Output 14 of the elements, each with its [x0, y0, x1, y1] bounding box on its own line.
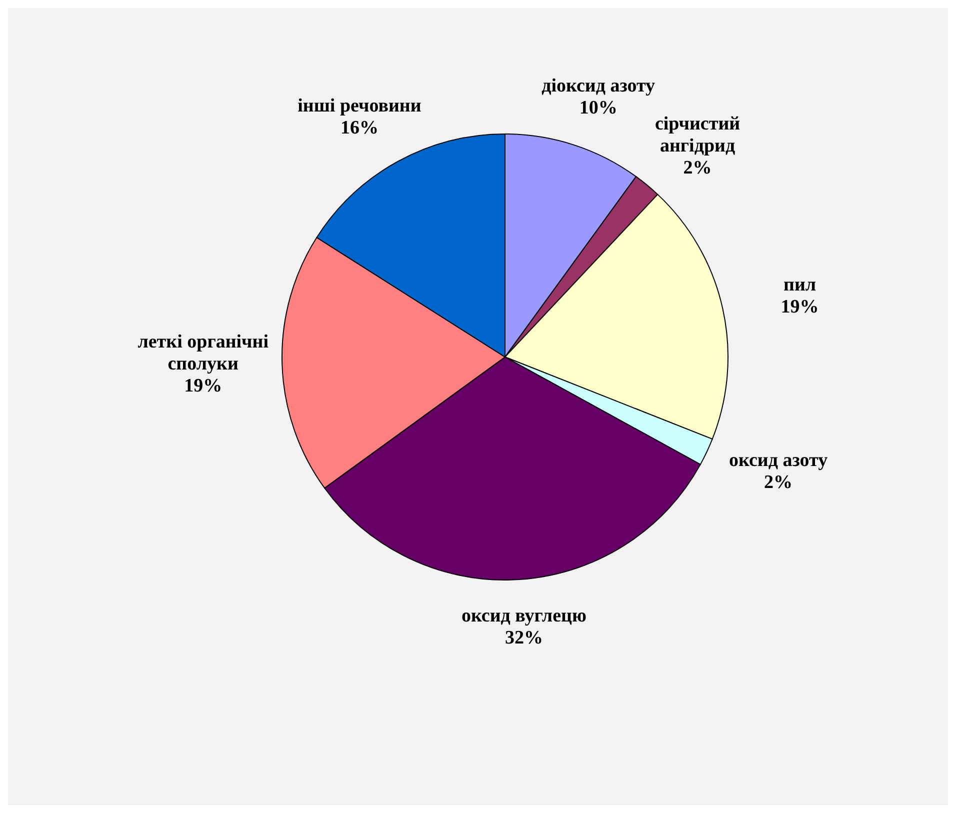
data-label: 10%	[579, 98, 618, 119]
slice-label: оксид азоту	[729, 450, 828, 472]
slice-label: сірчистий ангідрид	[654, 114, 740, 157]
slice-label: інші речовини	[298, 96, 422, 117]
data-label: 19%	[184, 376, 222, 397]
data-label: 2%	[683, 158, 712, 179]
data-label: 32%	[504, 628, 543, 649]
data-label: 16%	[340, 118, 378, 139]
data-label: 19%	[780, 297, 819, 318]
slice-label: діоксид азоту	[542, 76, 656, 97]
data-label: 2%	[764, 472, 793, 494]
slice-label: пил	[784, 275, 816, 296]
slice-label: оксид вуглецю	[461, 606, 586, 627]
slice-label: леткі органічні сполуки	[138, 332, 268, 375]
